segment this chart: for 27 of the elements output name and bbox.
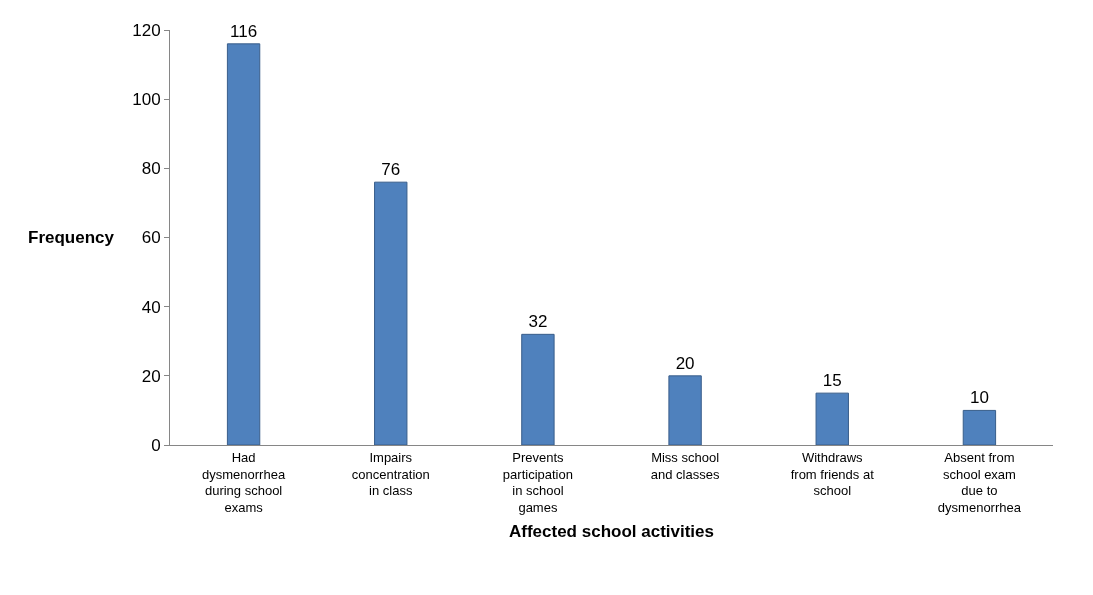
bar <box>962 409 997 445</box>
data-label: 10 <box>969 388 989 408</box>
bar <box>521 333 555 445</box>
x-tick-label: Had dysmenorrhea during school exams <box>202 449 286 516</box>
bar <box>815 392 849 445</box>
x-tick-label: Absent from school exam due to dysmenorrhea <box>937 449 1022 516</box>
bar <box>668 375 702 445</box>
x-tick-label: Prevents participation in school games <box>502 449 573 516</box>
x-tick-label: Impairs concentration in class <box>351 449 430 499</box>
y-tick-label: 60 <box>141 228 161 248</box>
data-label: 15 <box>822 371 842 391</box>
y-tick-label: 100 <box>132 90 161 110</box>
x-axis-title: Affected school activities <box>508 521 715 541</box>
bar <box>374 181 408 445</box>
y-tick-label: 20 <box>141 366 161 386</box>
bar <box>226 43 261 445</box>
y-tick-label: 80 <box>141 159 161 179</box>
data-label: 20 <box>675 353 695 373</box>
data-label: 32 <box>528 312 548 332</box>
x-tick-label: Withdraws from friends at school <box>790 449 875 499</box>
data-label: 116 <box>230 21 258 41</box>
y-tick-label: 120 <box>132 20 161 40</box>
y-tick-label: 0 <box>151 435 161 455</box>
data-label: 76 <box>381 160 401 180</box>
y-tick-label: 40 <box>141 297 161 317</box>
x-tick-label: Miss school and classes <box>650 449 720 482</box>
y-axis-title: Frequency <box>28 228 115 247</box>
